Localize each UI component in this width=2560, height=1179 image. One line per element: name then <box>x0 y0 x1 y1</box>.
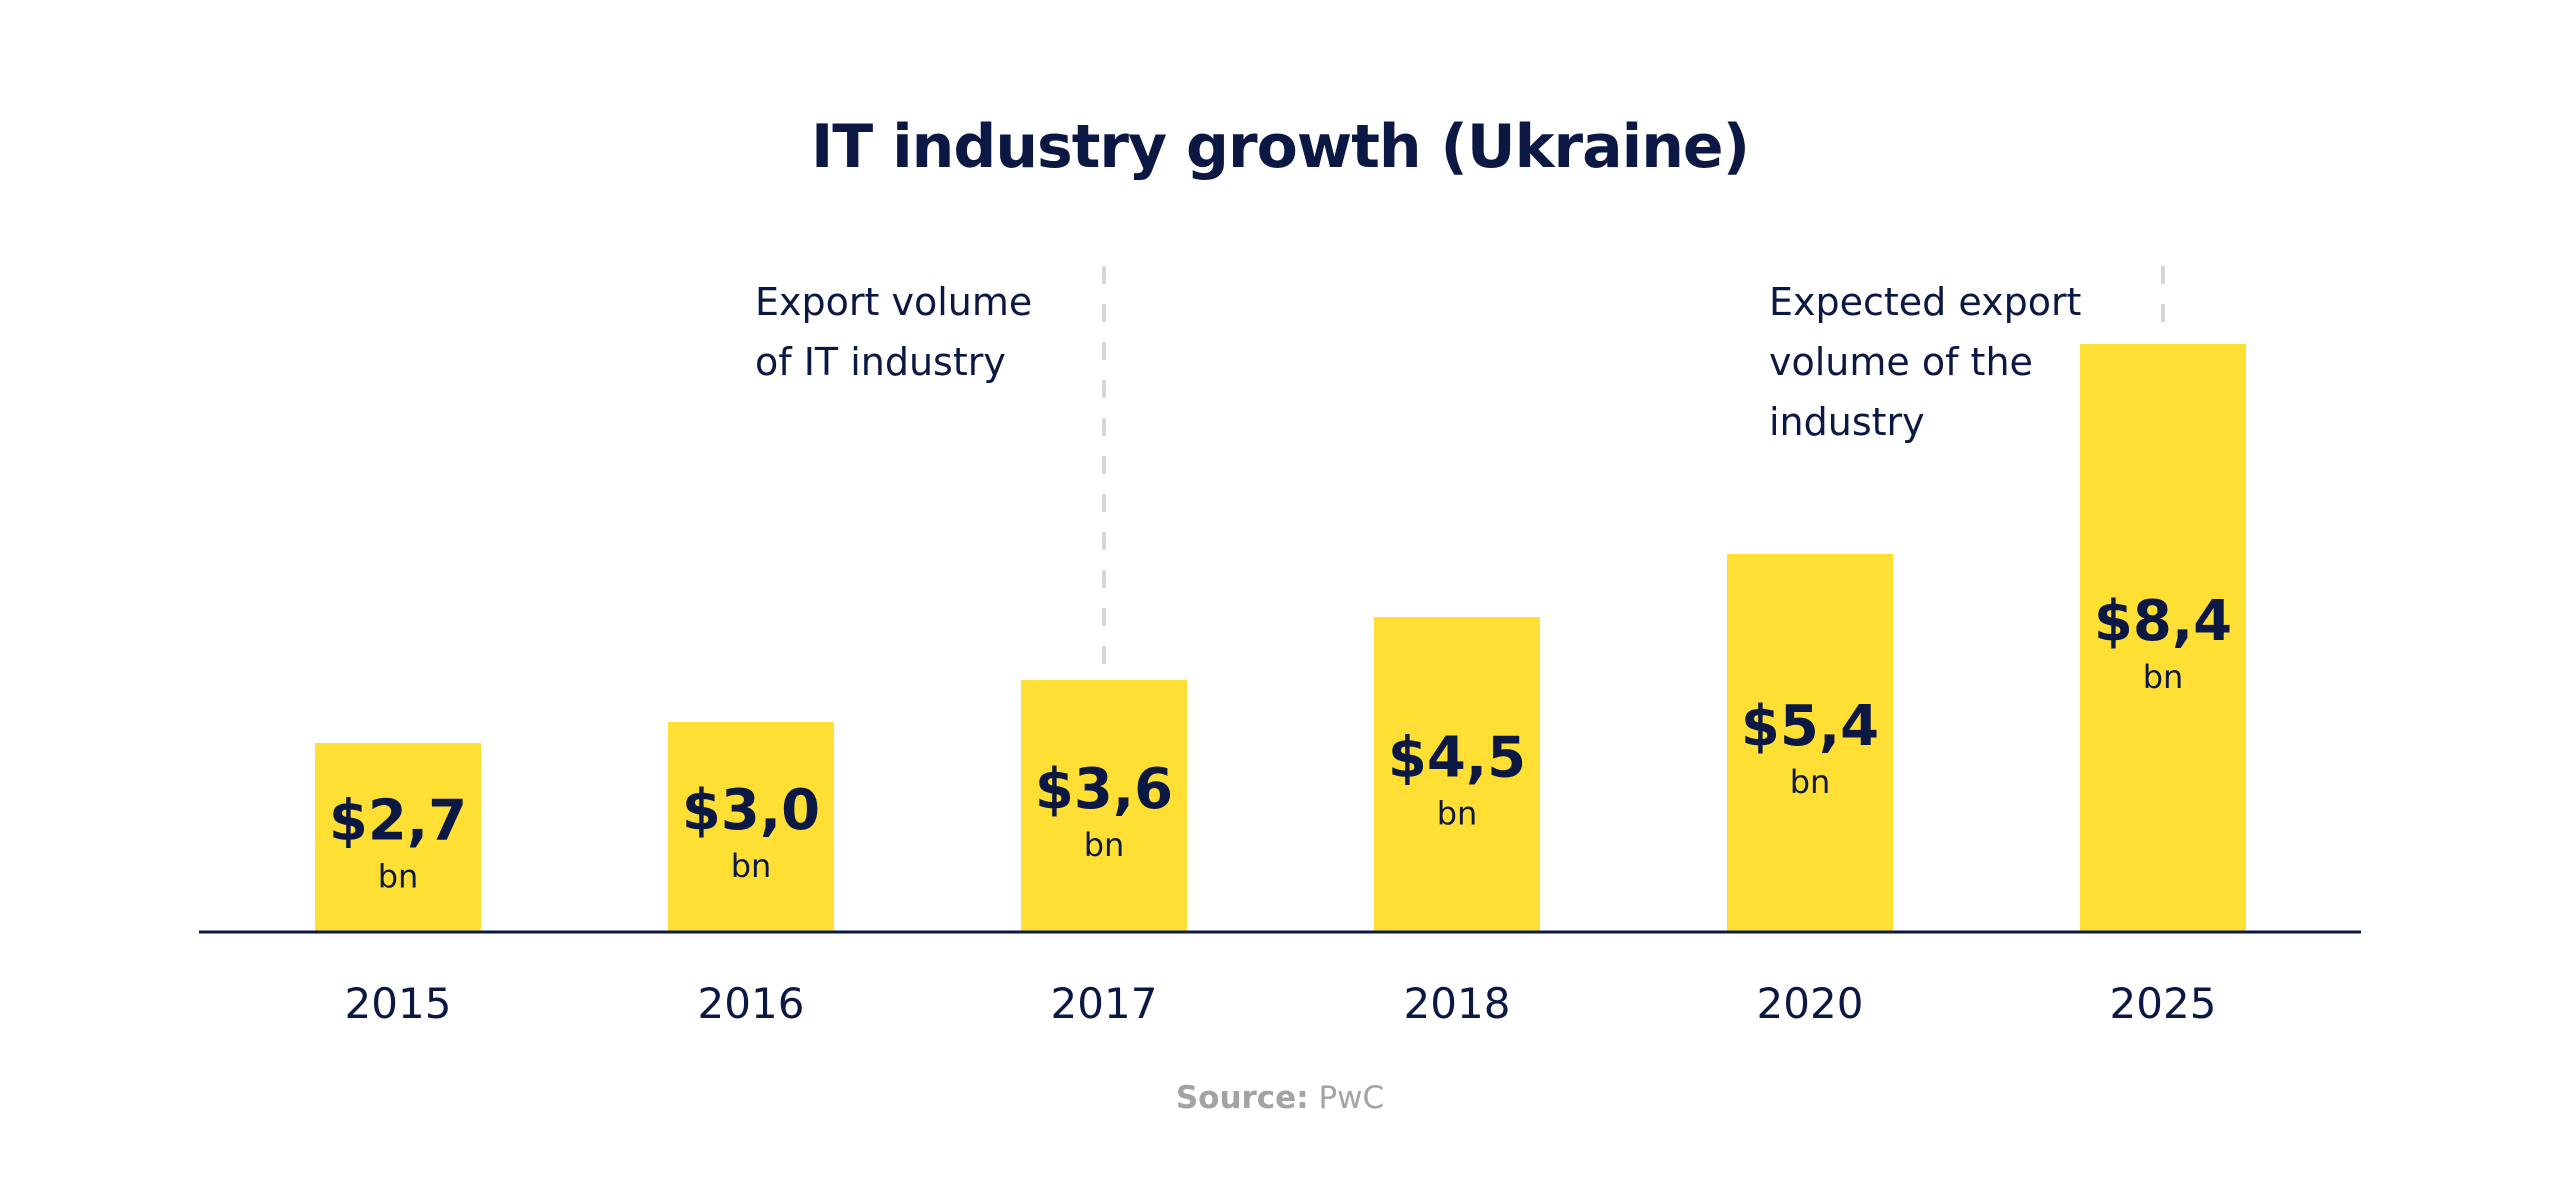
source-value: PwC <box>1318 1080 1385 1116</box>
value-label: $3,0 <box>682 778 820 843</box>
x-tick-label: 2018 <box>1404 979 1511 1028</box>
unit-label: bn <box>378 858 419 896</box>
unit-label: bn <box>1437 795 1478 833</box>
bar-2017 <box>1021 680 1187 932</box>
unit-label: bn <box>2143 658 2184 696</box>
bar-2020 <box>1727 554 1893 932</box>
annotation-line: volume of the <box>1769 340 2033 384</box>
value-label: $5,4 <box>1741 694 1879 759</box>
source-note: Source: PwC <box>0 1080 2560 1116</box>
source-label: Source: <box>1175 1080 1309 1116</box>
x-tick-label: 2017 <box>1051 979 1158 1028</box>
annotation-line: of IT industry <box>755 340 1006 384</box>
bar-2015 <box>315 743 481 932</box>
x-tick-label: 2025 <box>2110 979 2217 1028</box>
value-label: $3,6 <box>1035 757 1173 822</box>
unit-label: bn <box>1084 826 1125 864</box>
annotation-expected-export: Expected export volume of the industry <box>1769 272 2081 452</box>
bar-2016 <box>668 722 834 932</box>
chart-title: IT industry growth (Ukraine) <box>810 112 1750 182</box>
value-label: $4,5 <box>1388 726 1526 791</box>
x-tick-label: 2015 <box>345 979 452 1028</box>
annotation-line: Export volume <box>755 280 1033 324</box>
annotation-export-volume: Export volume of IT industry <box>755 272 1032 392</box>
unit-label: bn <box>731 847 772 885</box>
bar-2025 <box>2080 344 2246 932</box>
value-label: $8,4 <box>2094 589 2232 654</box>
annotation-line: Expected export <box>1769 280 2082 324</box>
annotation-line: industry <box>1769 400 1925 444</box>
bar-2018 <box>1374 617 1540 932</box>
value-label: $2,7 <box>329 789 467 854</box>
x-tick-label: 2016 <box>698 979 805 1028</box>
x-tick-label: 2020 <box>1757 979 1864 1028</box>
unit-label: bn <box>1790 763 1831 801</box>
